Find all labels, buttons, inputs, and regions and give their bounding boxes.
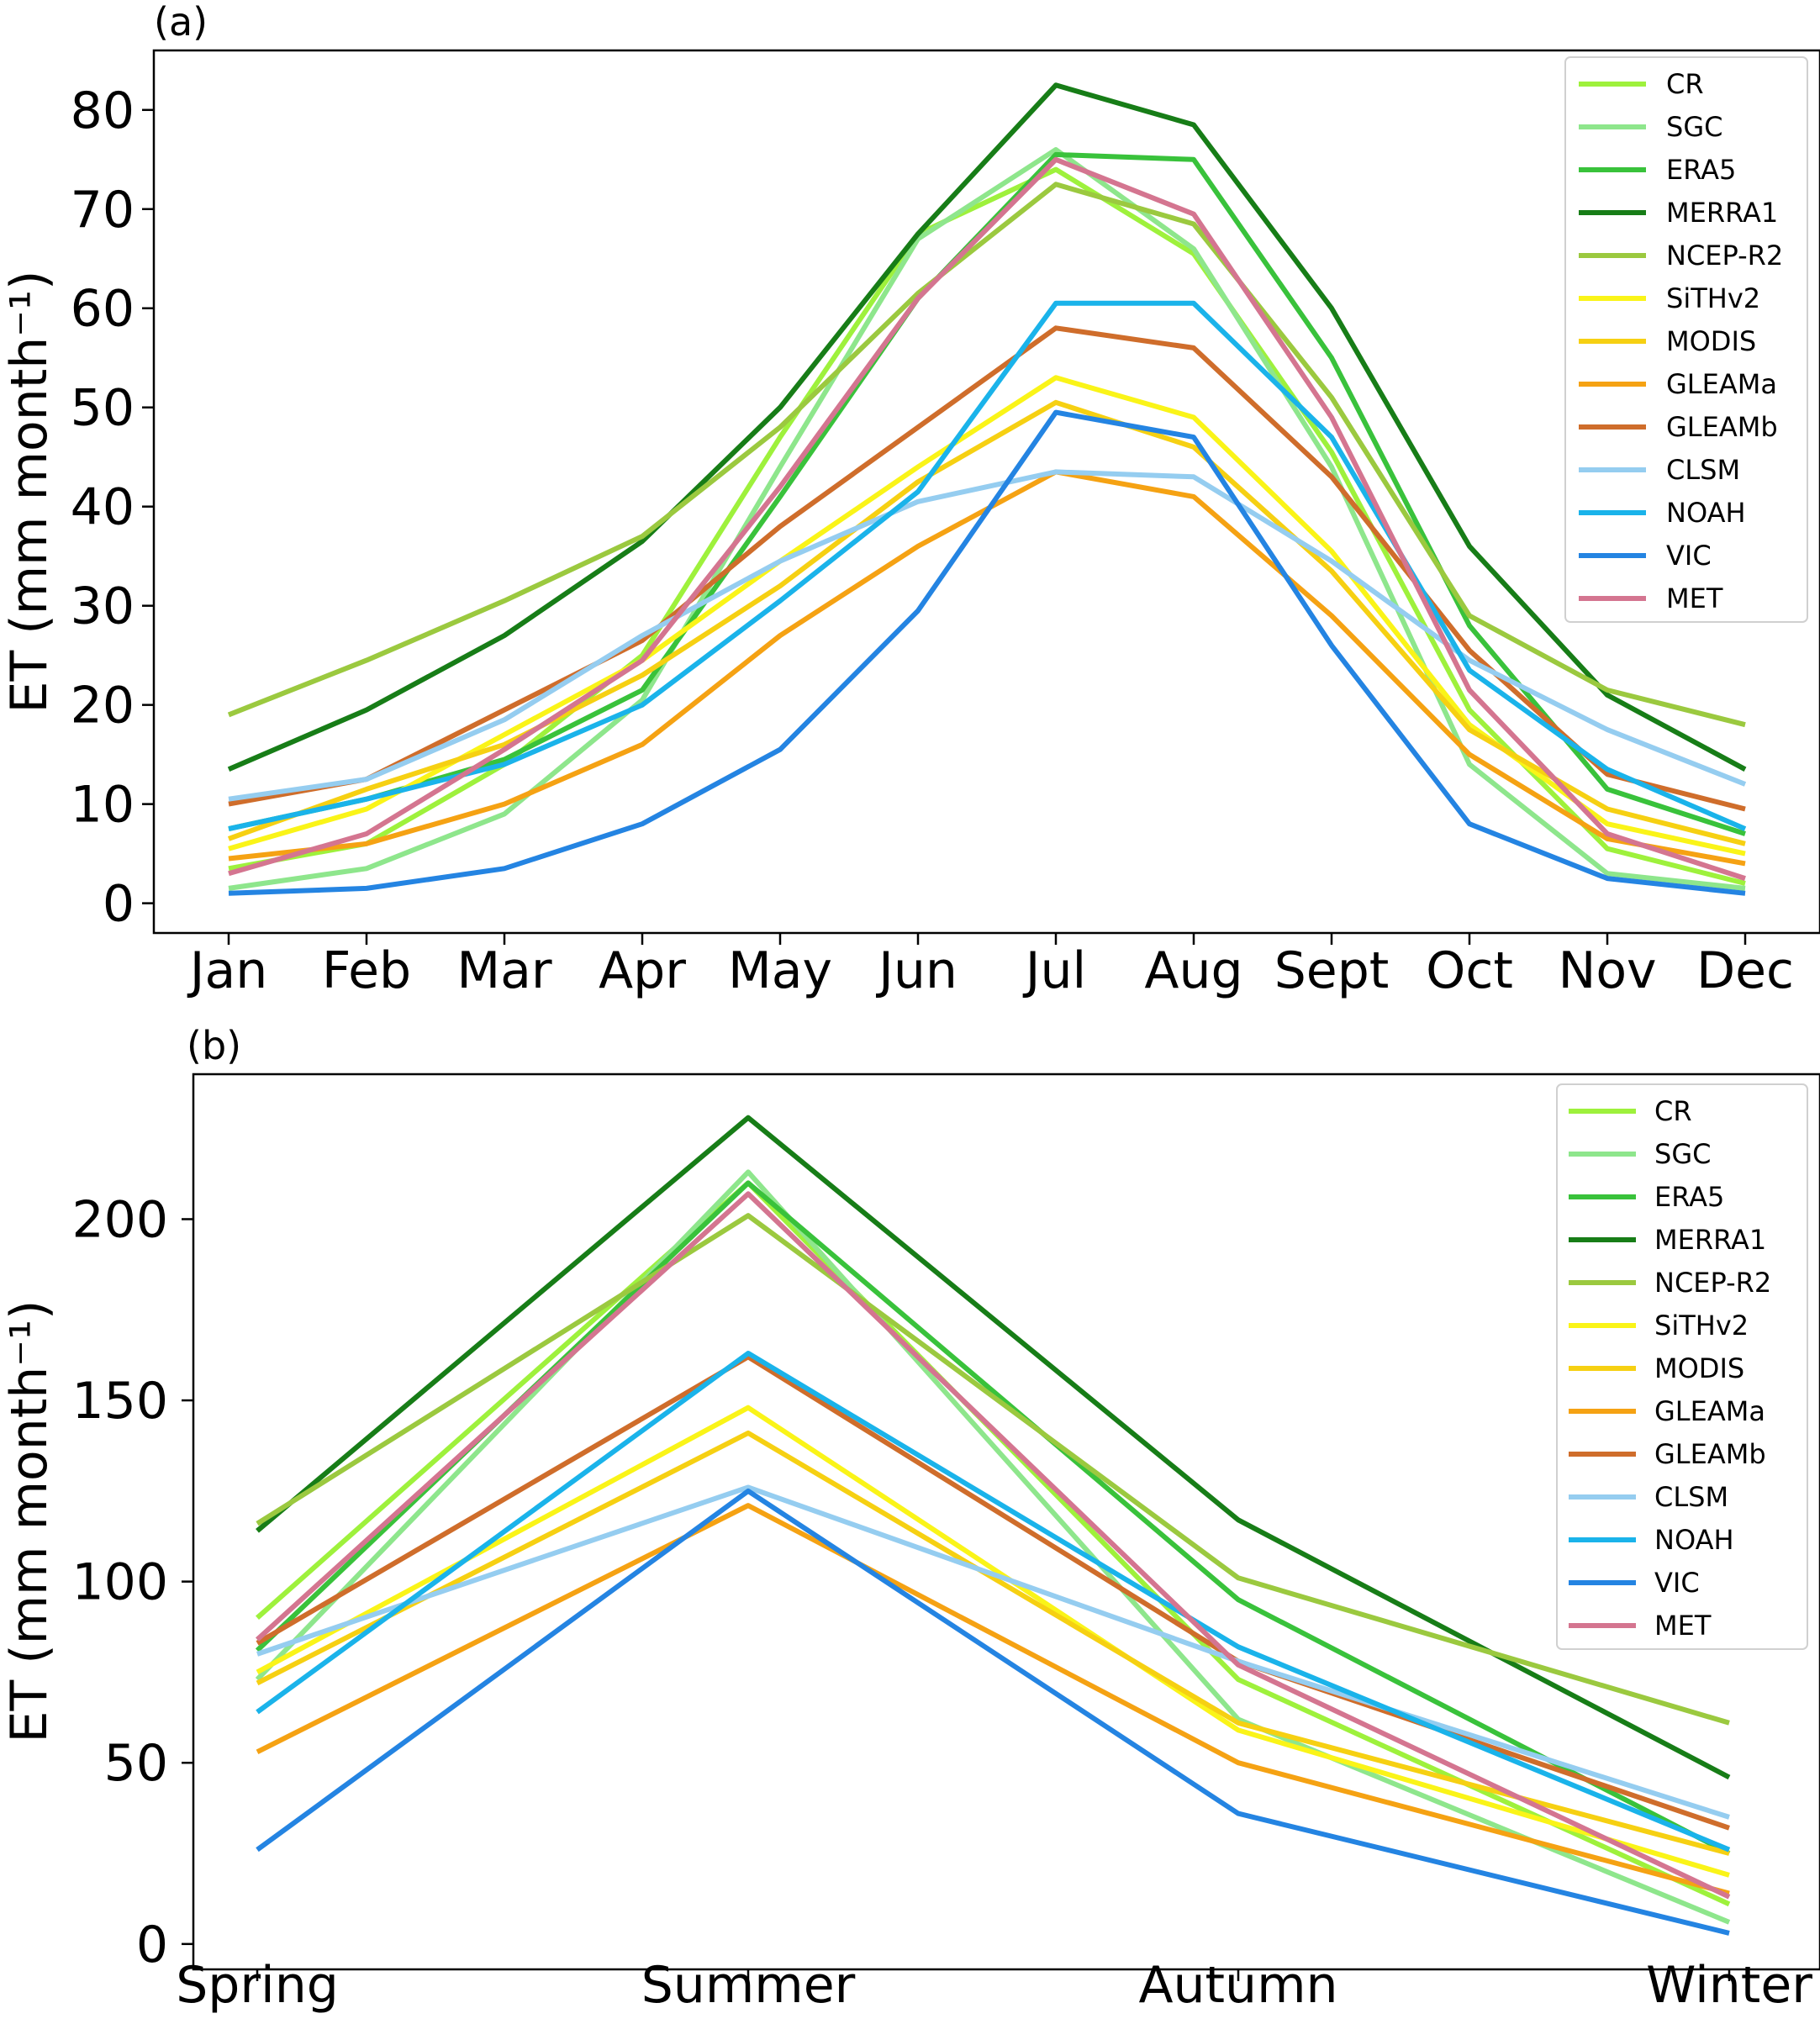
panel-b-legend-label: GLEAMb <box>1654 1438 1766 1470</box>
panel-a-series-vic <box>228 409 1746 896</box>
panel-b-legend-label: VIC <box>1654 1567 1700 1599</box>
panel-b-series <box>255 1115 1731 1936</box>
panel-b-y-tick-label: 200 <box>71 1190 168 1249</box>
panel-b-legend-label: MET <box>1654 1610 1712 1642</box>
panel-b-legend-label: CLSM <box>1654 1481 1728 1513</box>
panel-a-legend-label: VIC <box>1666 540 1712 572</box>
panel-b-legend-label: CR <box>1654 1095 1692 1127</box>
panel-a-series-merra1 <box>227 82 1747 772</box>
panel-a-legend: CR SGC ERA5 MERRA1 NCEP-R2 SiTHv2 MODIS GLEAMa G… <box>1564 56 1808 623</box>
panel-a-series-modis <box>227 399 1746 846</box>
panel-a-series-sgc <box>228 147 1746 891</box>
panel-a-legend-label: MODIS <box>1666 325 1756 357</box>
panel-b-x-axis: Spring Summer Autumn Winter <box>176 1956 1812 2015</box>
panel-b-y-tick-label: 150 <box>71 1372 168 1431</box>
panel-b-series-sithv2 <box>256 1405 1730 1878</box>
panel-a-x-tick-label: May <box>728 941 832 1000</box>
panel-a-series-cr <box>228 166 1746 886</box>
panel-a-y-tick-label: 10 <box>71 776 135 835</box>
panel-b-legend-label: MODIS <box>1654 1352 1744 1384</box>
panel-a-legend-label: MET <box>1666 582 1723 614</box>
panel-b-legend-label: NOAH <box>1654 1524 1734 1556</box>
panel-a-series-noah <box>228 300 1747 832</box>
panel-b-series-gleamb <box>256 1354 1730 1831</box>
panel-b-plot-frame <box>192 1073 1820 1971</box>
panel-a-y-tick-label: 80 <box>71 82 135 140</box>
panel-a-legend-box <box>1564 56 1808 623</box>
panel-b-legend-label: ERA5 <box>1654 1181 1724 1213</box>
panel-a-legend-label: MERRA1 <box>1666 197 1778 229</box>
panel-a-y-tick-label: 70 <box>71 181 135 240</box>
panel-a-legend-label: NOAH <box>1666 497 1746 529</box>
panel-a-y-tick-label: 20 <box>71 677 135 735</box>
panel-a-legend-label: NCEP-R2 <box>1666 240 1783 271</box>
panel-b-x-tick-label: Winter <box>1646 1956 1812 2015</box>
panel-b-y-tick-label: 0 <box>136 1916 168 1974</box>
panel-a-legend-label: SGC <box>1666 111 1722 143</box>
panel-a-y-tick-label: 40 <box>71 478 135 537</box>
panel-a-x-tick-label: Jan <box>187 941 268 1000</box>
panel-a-legend-label: ERA5 <box>1666 154 1736 186</box>
panel-b-y-tick-label: 100 <box>71 1553 168 1612</box>
panel-b-series-noah <box>256 1351 1731 1853</box>
panel-a-legend-label: CLSM <box>1666 454 1740 486</box>
panel-b-x-tick-label: Spring <box>176 1956 339 2015</box>
panel-b-series-gleama <box>256 1503 1730 1896</box>
panel-b-series-modis <box>256 1430 1730 1856</box>
panel-a-label: (a) <box>154 0 208 45</box>
panel-a-series <box>227 82 1747 896</box>
panel-b-y-axis: ET (mm month⁻¹) 0 50 100 150 200 <box>0 1190 193 1974</box>
panel-b-legend: CR SGC ERA5 MERRA1 NCEP-R2 SiTHv2 MODIS GLEAMa G… <box>1556 1083 1808 1650</box>
panel-a-x-axis: Jan Feb Mar Apr May Jun Jul Aug Sept Oct Nov Dec <box>187 933 1794 1000</box>
panel-a-x-tick-label: Feb <box>322 941 411 1000</box>
panel-b-legend-label: MERRA1 <box>1654 1224 1766 1256</box>
panel-a-y-tick-label: 0 <box>103 875 135 934</box>
panel-b-legend-label: SiTHv2 <box>1654 1310 1749 1341</box>
panel-a-series-met <box>228 156 1746 881</box>
panel-b-y-tick-label: 50 <box>104 1734 168 1793</box>
panel-a-y-axis-label: ET (mm month⁻¹) <box>0 271 59 714</box>
panel-a-y-tick-label: 60 <box>71 280 135 339</box>
panel-a-x-tick-label: Jul <box>1022 941 1086 1000</box>
panel-a-series-ncep-r2 <box>227 182 1746 728</box>
panel-b-x-tick-label: Autumn <box>1138 1956 1337 2015</box>
panel-b-legend-label: GLEAMa <box>1654 1395 1765 1427</box>
panel-b-label: (b) <box>187 1023 241 1068</box>
panel-a-x-tick-label: Mar <box>456 941 552 1000</box>
panel-a-y-tick-label: 50 <box>71 379 135 438</box>
panel-a-legend-label: SiTHv2 <box>1666 282 1760 314</box>
panel-a-x-tick-label: Sept <box>1274 941 1390 1000</box>
panel-b-legend-label: SGC <box>1654 1138 1711 1170</box>
panel-b-series-clsm <box>256 1484 1730 1820</box>
panel-b-series-met <box>255 1191 1731 1900</box>
panel-b-legend-box <box>1556 1083 1808 1650</box>
panel-a-plot-frame <box>152 49 1820 935</box>
panel-b-series-sgc <box>255 1169 1731 1925</box>
panel-a-x-tick-label: Dec <box>1696 941 1794 1000</box>
panel-a-x-tick-label: Nov <box>1558 941 1656 1000</box>
panel-a-x-tick-label: Apr <box>599 941 686 1000</box>
panel-b-series-vic <box>256 1488 1730 1936</box>
panel-a-legend-label: CR <box>1666 68 1704 100</box>
panel-b-y-axis-label: ET (mm month⁻¹) <box>0 1300 59 1743</box>
panel-b-x-tick-label: Summer <box>641 1956 856 2015</box>
panel-a-y-axis: ET (mm month⁻¹) 0 10 20 30 40 50 60 70 80 <box>0 82 154 934</box>
panel-a: (a) ET (mm month⁻¹) 0 10 20 30 40 50 60 70 80 Ja… <box>0 0 1820 1000</box>
panel-a-x-tick-label: Aug <box>1144 941 1242 1000</box>
panel-a-legend-label: GLEAMa <box>1666 368 1777 400</box>
panel-a-x-tick-label: Jun <box>875 941 957 1000</box>
panel-a-legend-label: GLEAMb <box>1666 411 1778 443</box>
panel-a-x-tick-label: Oct <box>1426 941 1513 1000</box>
panel-b-series-ncep-r2 <box>256 1213 1730 1726</box>
panel-a-y-tick-label: 30 <box>71 577 135 636</box>
panel-b-legend-label: NCEP-R2 <box>1654 1267 1771 1299</box>
panel-a-series-clsm <box>228 469 1747 802</box>
